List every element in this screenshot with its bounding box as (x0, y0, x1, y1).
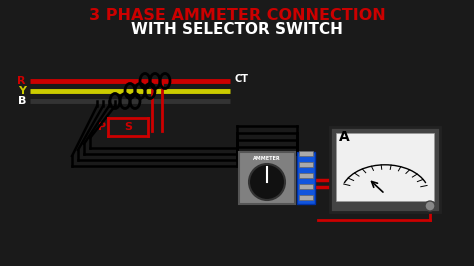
Text: R: R (18, 76, 26, 86)
Text: 3 PHASE AMMETER CONNECTION: 3 PHASE AMMETER CONNECTION (89, 7, 385, 23)
Text: CT: CT (235, 74, 249, 84)
Text: A: A (338, 130, 349, 144)
Circle shape (425, 201, 435, 211)
Circle shape (249, 164, 285, 200)
Text: WITH SELECTOR SWITCH: WITH SELECTOR SWITCH (131, 23, 343, 38)
Bar (299, 151, 313, 156)
Text: Y: Y (18, 86, 26, 96)
Bar (297, 152, 315, 204)
Bar (336, 133, 434, 201)
FancyBboxPatch shape (239, 152, 295, 204)
Text: AMMETER: AMMETER (253, 156, 281, 160)
Bar (299, 173, 313, 178)
Bar (299, 195, 313, 200)
Bar (330, 127, 440, 212)
Text: S: S (124, 122, 132, 132)
Bar (299, 184, 313, 189)
Text: P: P (98, 122, 106, 132)
Bar (299, 162, 313, 167)
Text: B: B (18, 96, 26, 106)
